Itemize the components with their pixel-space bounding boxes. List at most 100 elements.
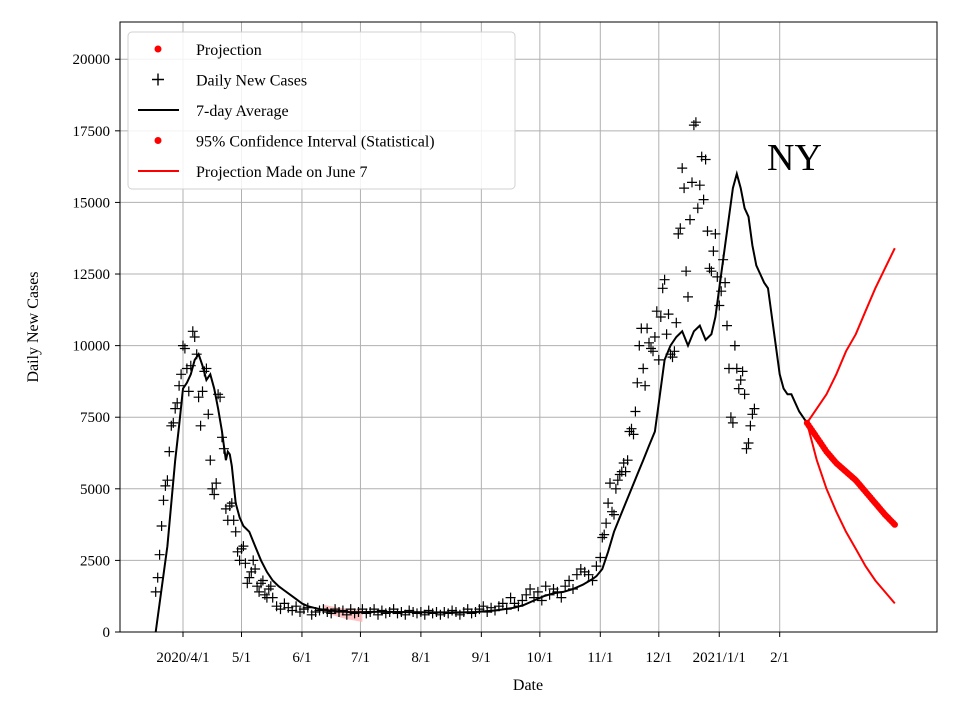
daily-case-marker <box>653 354 664 365</box>
daily-case-marker <box>667 352 678 363</box>
legend-label: Projection Made on June 7 <box>196 164 368 181</box>
daily-case-marker <box>238 541 249 552</box>
daily-case-marker <box>207 483 218 494</box>
daily-case-marker <box>517 595 528 606</box>
state-annotation: NY <box>767 137 822 179</box>
y-axis-ticks: 0 2500 5000 7500 10000 12500 15000 17500 20000 <box>73 52 120 641</box>
daily-case-marker <box>739 389 750 400</box>
daily-case-marker <box>595 552 606 563</box>
daily-case-marker <box>741 443 752 454</box>
x-tick-label: 2021/1/1 <box>693 650 746 666</box>
daily-case-marker <box>497 598 508 609</box>
daily-case-marker <box>685 214 695 225</box>
daily-case-marker <box>673 228 684 239</box>
daily-case-marker <box>747 409 758 420</box>
daily-case-marker <box>679 183 690 194</box>
daily-case-marker <box>733 383 744 394</box>
daily-case-marker <box>291 601 302 612</box>
x-axis-ticks: 2020/4/1 5/1 6/1 7/1 8/1 9/1 10/1 11/1 12/1 2021/… <box>156 632 789 666</box>
daily-case-marker <box>176 369 187 380</box>
x-tick-label: 10/1 <box>527 650 554 666</box>
daily-case-marker <box>671 317 682 328</box>
daily-case-marker <box>648 346 658 357</box>
daily-case-marker <box>242 578 253 589</box>
x-tick-label: 11/1 <box>587 650 613 666</box>
y-tick-label: 0 <box>103 625 111 641</box>
x-tick-label: 7/1 <box>351 650 370 666</box>
daily-case-marker <box>708 246 719 257</box>
projection-lower-line <box>806 422 896 605</box>
y-tick-label: 5000 <box>80 482 110 498</box>
daily-case-marker <box>663 309 674 320</box>
daily-case-marker <box>722 320 732 331</box>
daily-case-marker <box>156 521 167 531</box>
daily-case-marker <box>168 417 179 428</box>
daily-case-marker <box>230 526 241 537</box>
x-tick-label: 8/1 <box>411 650 430 666</box>
daily-case-marker <box>521 589 532 600</box>
daily-case-marker <box>254 586 265 597</box>
daily-case-marker <box>197 386 208 397</box>
daily-case-marker <box>649 332 660 342</box>
daily-case-marker <box>610 483 621 494</box>
daily-case-marker <box>195 420 206 431</box>
daily-case-marker <box>640 380 651 391</box>
daily-case-marker <box>275 604 286 615</box>
daily-case-marker <box>642 323 653 334</box>
x-tick-label: 12/1 <box>645 650 672 666</box>
x-tick-label: 5/1 <box>232 650 251 666</box>
daily-case-marker <box>675 223 686 234</box>
daily-case-marker <box>183 386 194 397</box>
daily-case-marker <box>612 475 623 486</box>
daily-case-marker <box>725 412 736 423</box>
y-tick-label: 17500 <box>73 124 111 140</box>
daily-case-marker <box>745 420 756 431</box>
daily-case-marker <box>727 417 738 428</box>
daily-case-marker <box>164 446 175 457</box>
daily-case-marker <box>692 203 703 214</box>
seven-day-average-line <box>154 169 808 633</box>
daily-case-marker <box>657 283 668 294</box>
y-tick-label: 7500 <box>80 410 110 426</box>
daily-case-marker <box>150 586 161 597</box>
daily-case-marker <box>677 163 688 174</box>
daily-case-marker <box>702 226 713 237</box>
legend-marker-plus <box>152 73 164 86</box>
daily-case-marker <box>257 575 268 586</box>
daily-case-marker <box>690 117 701 128</box>
daily-case-marker <box>228 515 239 526</box>
daily-case-marker <box>564 575 575 586</box>
daily-case-marker <box>160 480 171 491</box>
daily-case-marker <box>743 438 754 448</box>
x-tick-label: 2/1 <box>770 650 789 666</box>
daily-case-marker <box>659 274 670 285</box>
daily-case-marker <box>556 592 567 603</box>
daily-case-marker <box>248 555 259 566</box>
daily-case-marker <box>540 581 551 592</box>
daily-case-marker <box>603 498 614 509</box>
daily-case-marker <box>591 561 602 572</box>
daily-case-marker <box>681 266 692 277</box>
daily-case-marker <box>211 478 222 489</box>
daily-case-marker <box>638 363 649 374</box>
daily-case-marker <box>187 326 198 337</box>
daily-case-marker <box>622 455 633 466</box>
daily-case-marker <box>193 392 204 403</box>
daily-case-marker <box>634 340 645 351</box>
daily-case-marker <box>505 592 516 603</box>
daily-case-marker <box>152 572 163 583</box>
y-tick-label: 12500 <box>73 267 111 283</box>
daily-case-marker <box>240 558 251 569</box>
legend-label: Projection <box>196 42 262 59</box>
legend-box <box>127 31 516 190</box>
daily-case-marker <box>683 291 693 302</box>
legend-marker-dot <box>154 137 162 144</box>
daily-case-marker <box>605 478 615 489</box>
daily-case-marker <box>669 346 680 357</box>
daily-case-marker <box>700 154 711 165</box>
y-axis-label: Daily New Cases <box>25 271 42 382</box>
daily-case-marker <box>632 377 643 388</box>
daily-case-marker <box>720 277 731 288</box>
daily-case-marker <box>205 455 216 466</box>
daily-case-marker <box>729 340 740 351</box>
